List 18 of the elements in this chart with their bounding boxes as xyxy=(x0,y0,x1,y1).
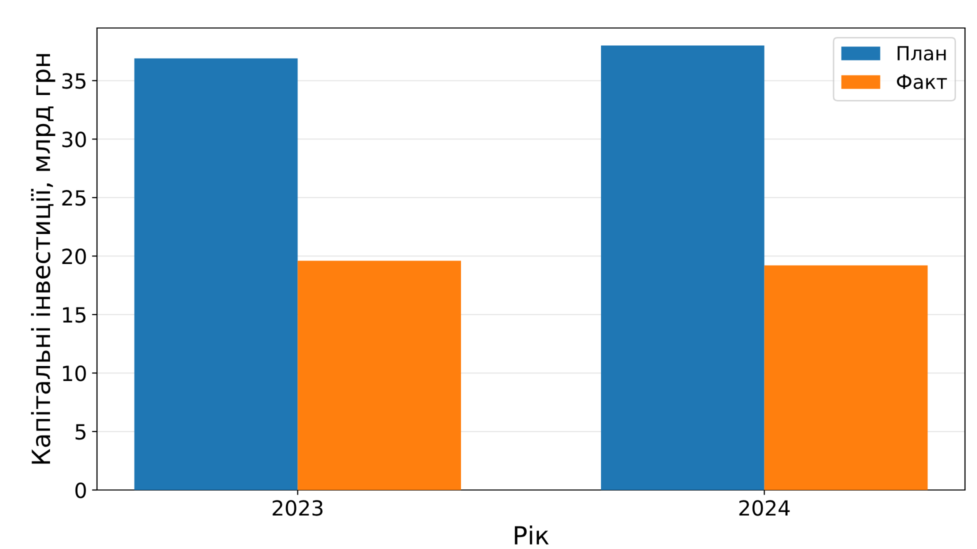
y-tick-label: 35 xyxy=(62,73,86,89)
y-tick-label: 30 xyxy=(62,132,86,148)
bar xyxy=(601,46,764,490)
y-tick-label: 10 xyxy=(63,365,86,382)
y-tick-label: 25 xyxy=(62,190,86,206)
x-tick-label: 2023 xyxy=(272,500,323,516)
bar xyxy=(298,260,461,490)
legend-label: Факт xyxy=(896,74,947,90)
bar xyxy=(134,58,298,490)
bar xyxy=(764,265,928,490)
y-axis-title: Капітальні інвестиції, млрд грн xyxy=(31,54,56,464)
x-tick-label: 2024 xyxy=(739,500,790,516)
y-tick-label: 5 xyxy=(76,424,86,440)
y-tick-label: 20 xyxy=(62,248,86,264)
y-tick-label: 15 xyxy=(63,307,86,323)
x-axis-title: Рік xyxy=(514,525,549,544)
legend-label: План xyxy=(898,46,946,61)
y-tick-label: 0 xyxy=(75,482,86,498)
